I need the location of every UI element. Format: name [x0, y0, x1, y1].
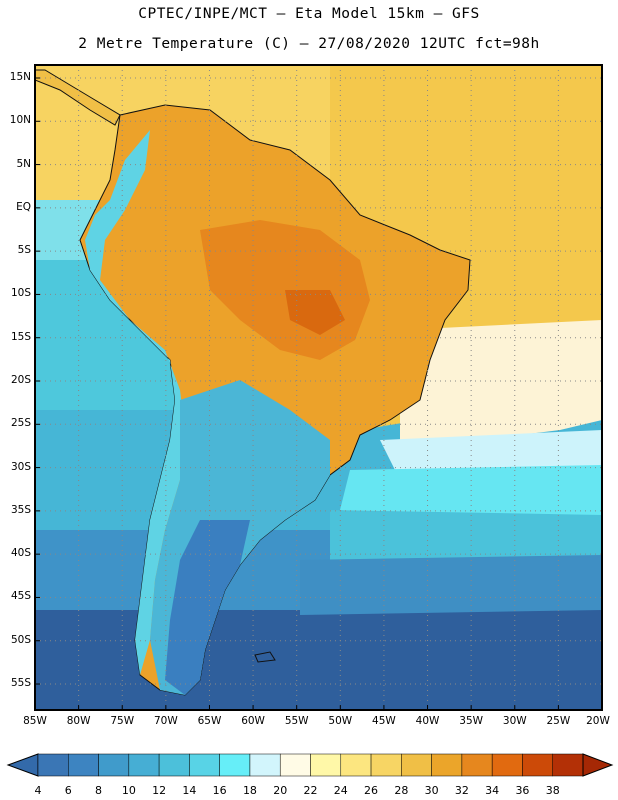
colorbar-swatch	[249, 753, 281, 777]
lat-label: 45S	[10, 590, 31, 603]
colorbar-swatch	[522, 753, 553, 777]
colorbar-label: 20	[273, 784, 288, 797]
colorbar-label: 34	[485, 784, 500, 797]
colorbar-swatch	[98, 753, 130, 777]
lon-label: 75W	[110, 715, 135, 727]
patagonia-zone	[165, 520, 250, 695]
axis-ticks	[34, 77, 603, 710]
colorbar-swatch	[552, 753, 584, 777]
colorbar-swatch	[340, 753, 372, 777]
lat-label: 20S	[10, 374, 31, 386]
colorbar-label: 36	[515, 784, 530, 797]
lon-label: 45W	[372, 715, 396, 727]
colorbar-swatch	[491, 753, 523, 777]
lon-label: 25W	[546, 715, 571, 727]
lon-label: 60W	[241, 715, 265, 727]
colorbar-swatch	[128, 753, 160, 777]
lon-label: 35W	[459, 715, 484, 727]
ocean-southern-band	[35, 610, 602, 710]
lon-label: 80W	[66, 715, 91, 727]
colorbar-label: 18	[242, 784, 257, 797]
atlantic-south-zone	[300, 555, 602, 615]
lon-label: 55W	[284, 715, 309, 727]
colorbar-label: 28	[394, 784, 409, 797]
lon-label: 70W	[153, 715, 178, 727]
lat-label: 35S	[10, 503, 31, 516]
colorbar-swatch	[310, 753, 342, 777]
colorbar-swatch	[37, 753, 69, 777]
lat-label: 50S	[10, 633, 31, 646]
lat-label: 30S	[10, 460, 31, 473]
lat-label: 10N	[9, 114, 31, 127]
lon-label: 85W	[23, 715, 47, 727]
atlantic-mid-zone	[330, 510, 602, 570]
colorbar-label: 12	[152, 784, 167, 797]
lat-label: 15N	[9, 70, 31, 83]
colorbar-swatch	[68, 753, 99, 777]
lat-label: 5N	[16, 157, 31, 170]
colorbar-swatch	[279, 753, 311, 777]
colorbar-max-arrow	[582, 753, 614, 777]
colorbar-min-arrow	[6, 753, 39, 777]
colorbar-swatch	[189, 753, 220, 777]
colorbar-swatch	[219, 753, 251, 777]
chart-subtitle: 2 Metre Temperature (C) – 27/08/2020 12U…	[78, 36, 540, 52]
falkland-islands	[254, 651, 276, 663]
colorbar-swatch	[431, 753, 463, 777]
hottest-core	[285, 290, 345, 335]
lon-label: 50W	[328, 715, 353, 727]
lon-label: 40W	[415, 715, 440, 727]
lat-label: 25S	[10, 417, 31, 430]
colorbar-swatch	[401, 753, 432, 777]
colorbar-label: 4	[34, 784, 42, 797]
colorbar-label: 24	[333, 784, 348, 797]
colorbar-swatch	[158, 753, 190, 777]
colorbar-label: 38	[545, 784, 560, 797]
lon-label: 65W	[197, 715, 222, 727]
colorbar-label: 6	[64, 784, 72, 797]
colorbar-label: 22	[303, 784, 318, 797]
colorbar-label: 14	[182, 784, 197, 797]
lon-label: 20W	[586, 715, 610, 727]
colorbar-swatch	[461, 753, 493, 777]
lat-label: EQ	[16, 200, 31, 213]
andes-cool-strip	[85, 130, 185, 675]
colorbar-label: 10	[121, 784, 136, 797]
map-frame	[34, 64, 603, 711]
chart-title: CPTEC/INPE/MCT – Eta Model 15km – GFS	[138, 6, 480, 22]
lat-label: 40S	[10, 547, 31, 560]
lat-label: 15S	[10, 330, 31, 343]
lat-label: 5S	[17, 244, 31, 257]
colorbar-label: 16	[212, 784, 227, 797]
central-america	[35, 69, 121, 126]
atlantic-subtropical-zone	[400, 320, 602, 440]
colorbar-label: 32	[454, 784, 469, 797]
colorbar	[6, 753, 614, 777]
lat-label: 10S	[10, 287, 31, 300]
colorbar-swatch	[370, 753, 402, 777]
colorbar-label: 30	[424, 784, 439, 797]
lat-label: 55S	[10, 677, 31, 690]
colorbar-label: 26	[364, 784, 379, 797]
lon-label: 30W	[502, 715, 527, 727]
colorbar-label: 8	[95, 784, 103, 797]
